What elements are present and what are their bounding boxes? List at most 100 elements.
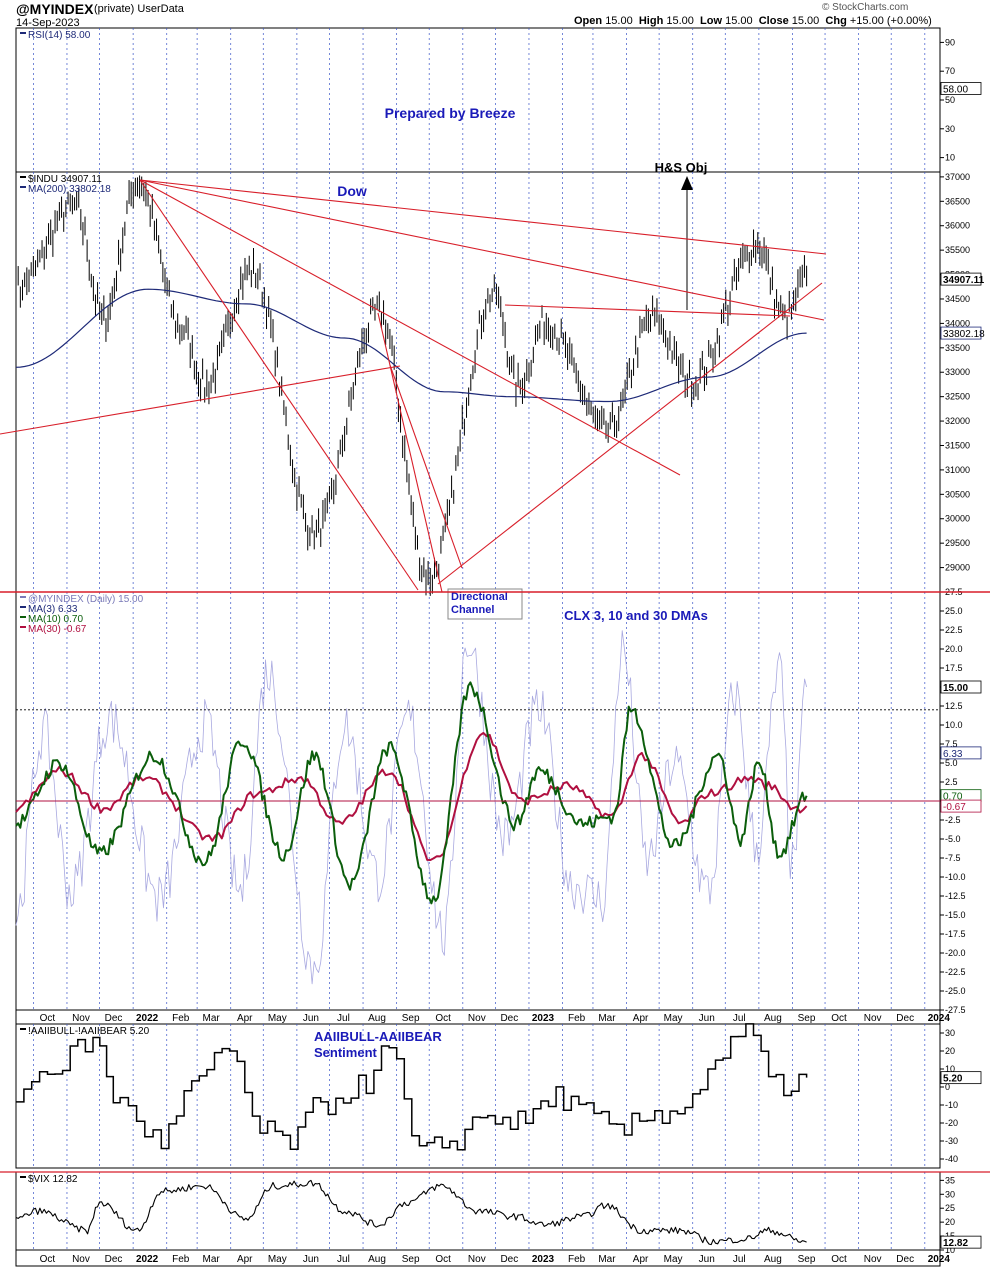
x-tick-label: 2022 <box>136 1254 159 1265</box>
x-tick-label: Dec <box>500 1254 518 1265</box>
x-tick-label: May <box>268 1013 287 1024</box>
x-tick-label: Nov <box>864 1254 882 1265</box>
y-tick-label: 35500 <box>945 245 970 255</box>
x-tick-label: Nov <box>72 1254 90 1265</box>
y-tick-label: -40 <box>945 1154 958 1164</box>
y-tick-label: 20 <box>945 1046 955 1056</box>
x-tick-label: 2022 <box>136 1013 159 1024</box>
chart-date: 14-Sep-2023 <box>16 17 80 29</box>
x-tick-label: Nov <box>468 1013 486 1024</box>
x-tick-label: Jul <box>337 1013 350 1024</box>
y-tick-label: 36000 <box>945 221 970 231</box>
ma3-line <box>15 630 807 985</box>
low-label: Low <box>700 15 723 27</box>
x-tick-label: Oct <box>435 1254 451 1265</box>
legend-swatch <box>20 1176 26 1178</box>
open-label: Open <box>574 15 603 27</box>
annotation-clx: CLX 3, 10 and 30 DMAs <box>564 608 708 623</box>
y-tick-label: 10 <box>945 1064 955 1074</box>
y-tick-label: 7.5 <box>945 739 958 749</box>
callout-directional-channel <box>447 588 523 620</box>
legend-entry: MA(10) 0.70 <box>28 614 83 625</box>
legend-swatch <box>20 626 26 628</box>
close-label: Close <box>758 15 789 27</box>
x-tick-label: Oct <box>40 1254 56 1265</box>
panel-frame-aaii <box>15 1023 941 1169</box>
y-tick-label: 50 <box>945 95 955 105</box>
x-tick-label: Dec <box>896 1254 914 1265</box>
y-tick-label: 30500 <box>945 489 970 499</box>
y-tick-label: 30 <box>945 124 955 134</box>
legend-entry: RSI(14) 58.00 <box>28 30 91 41</box>
value-label: 58.00 <box>943 84 968 95</box>
legend-swatch <box>20 1028 26 1030</box>
x-tick-label: Feb <box>568 1013 586 1024</box>
x-tick-label: May <box>664 1254 683 1265</box>
value-label-box <box>940 272 982 286</box>
annotation-prepared-by: Prepared by Breeze <box>385 105 516 121</box>
value-label: 5.20 <box>943 1074 963 1085</box>
legend-entry: !AAIIBULL-!AAIIBEAR 5.20 <box>28 1026 150 1037</box>
y-tick-label: 29500 <box>945 538 970 548</box>
y-tick-label: -12.5 <box>945 891 966 901</box>
x-tick-label: May <box>268 1254 287 1265</box>
y-tick-label: 10 <box>945 153 955 163</box>
x-axis-strip-1 <box>15 1249 941 1267</box>
y-tick-label: 2.5 <box>945 777 958 787</box>
trendline <box>389 364 463 569</box>
y-tick-label: 25 <box>945 1203 955 1213</box>
ma200-line <box>15 288 807 403</box>
y-tick-label: 10 <box>945 1245 955 1255</box>
y-tick-label: 31500 <box>945 440 970 450</box>
value-label-box <box>940 799 982 813</box>
trendline <box>377 312 443 593</box>
value-label-box <box>940 1071 982 1085</box>
x-tick-label: 2024 <box>928 1254 951 1265</box>
y-tick-label: 30 <box>945 1189 955 1199</box>
ma10-line <box>15 681 808 905</box>
legend-swatch <box>20 32 26 34</box>
y-tick-label: 25.0 <box>945 606 963 616</box>
x-tick-label: May <box>664 1013 683 1024</box>
y-tick-label: 30000 <box>945 514 970 524</box>
value-label-box <box>940 680 982 694</box>
annotation-sentiment: Sentiment <box>314 1045 378 1060</box>
y-tick-label: 35 <box>945 1175 955 1185</box>
y-tick-label: -30 <box>945 1136 958 1146</box>
x-tick-label: Nov <box>72 1013 90 1024</box>
x-tick-label: Nov <box>864 1013 882 1024</box>
value-label: 6.33 <box>943 749 963 760</box>
y-tick-label: 32000 <box>945 416 970 426</box>
legend-entry: MA(3) 6.33 <box>28 604 78 615</box>
y-tick-label: -17.5 <box>945 929 966 939</box>
trendline <box>139 179 419 591</box>
x-tick-label: Oct <box>435 1013 451 1024</box>
value-label: -0.67 <box>943 802 966 813</box>
x-tick-label: Apr <box>237 1013 253 1024</box>
y-tick-label: 30 <box>945 1028 955 1038</box>
value-label-box <box>940 1235 982 1249</box>
legend-swatch <box>20 606 26 608</box>
legend-swatch <box>20 596 26 598</box>
watermark: © StockCharts.com <box>822 2 909 13</box>
y-tick-label: 70 <box>945 66 955 76</box>
y-tick-label: 32500 <box>945 392 970 402</box>
x-tick-label: Apr <box>237 1254 253 1265</box>
value-label: 0.70 <box>943 792 963 803</box>
y-tick-label: 31000 <box>945 465 970 475</box>
ohlc-readout: Open 15.00 High 15.00 Low 15.00 Close 15… <box>574 15 932 27</box>
y-tick-label: 33500 <box>945 343 970 353</box>
y-tick-label: 37000 <box>945 172 970 182</box>
value-label: 33802.18 <box>943 329 985 340</box>
x-tick-label: Dec <box>105 1013 123 1024</box>
legend-entry: $VIX 12.82 <box>28 1174 78 1185</box>
value-label-box <box>940 326 982 340</box>
x-tick-label: Jul <box>337 1254 350 1265</box>
value-label: 15.00 <box>943 683 968 694</box>
y-tick-label: 34500 <box>945 294 970 304</box>
open-value: 15.00 <box>605 15 633 27</box>
trendline <box>0 365 401 435</box>
y-tick-label: 5.0 <box>945 758 958 768</box>
x-tick-label: Aug <box>368 1254 386 1265</box>
chg-value: +15.00 (+0.00%) <box>849 15 932 27</box>
